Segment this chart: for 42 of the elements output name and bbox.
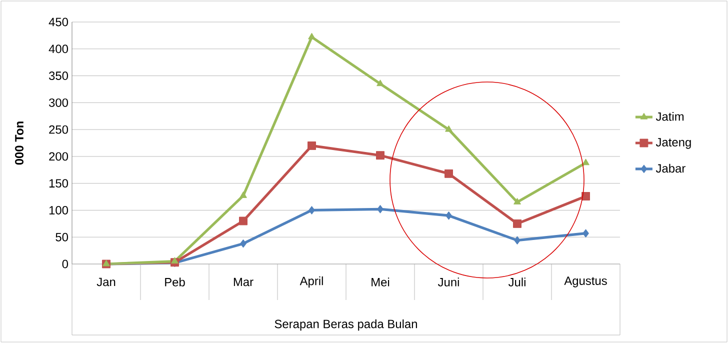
point <box>308 32 316 40</box>
x-axis-title: Serapan Beras pada Bulan <box>274 319 417 331</box>
point <box>582 158 590 166</box>
point <box>377 204 384 214</box>
point <box>445 125 452 132</box>
point <box>582 229 589 238</box>
y-tick-label: 350 <box>48 72 68 80</box>
y-tick-label: 400 <box>48 44 68 54</box>
point <box>376 80 384 86</box>
y-tick-label: 0 <box>62 260 68 268</box>
point <box>444 169 453 178</box>
point <box>240 239 246 248</box>
point <box>376 151 384 160</box>
x-tick-label: Mar <box>234 278 254 286</box>
point <box>513 219 522 228</box>
legend-label: Jabar <box>656 164 686 173</box>
y-tick-label: 300 <box>48 98 68 107</box>
y-tick-label: 50 <box>56 232 68 242</box>
x-tick-label: Jan <box>96 278 116 286</box>
x-tick-label: Juni <box>438 278 459 286</box>
point <box>308 141 316 150</box>
point <box>514 236 520 245</box>
point <box>308 206 315 214</box>
point <box>171 257 178 264</box>
point <box>446 211 452 220</box>
point <box>239 216 248 226</box>
y-axis-title: 000 Ton <box>15 122 24 165</box>
x-tick-label: Juli <box>508 278 526 286</box>
y-tick-label: 250 <box>49 125 68 134</box>
y-tick-label: 150 <box>49 179 68 188</box>
legend-label: Jateng <box>656 138 691 149</box>
y-tick-label: 200 <box>49 152 68 161</box>
x-tick-label: Mei <box>372 278 390 286</box>
x-tick-label: Peb <box>165 278 185 286</box>
point <box>240 191 247 198</box>
point <box>514 198 521 204</box>
point <box>582 192 590 200</box>
x-tick-label: April <box>300 276 323 288</box>
y-tick-label: 450 <box>48 18 68 26</box>
y-tick-label: 100 <box>49 206 68 214</box>
legend-label: Jatim <box>656 112 684 121</box>
x-tick-label: Agustus <box>564 276 607 288</box>
